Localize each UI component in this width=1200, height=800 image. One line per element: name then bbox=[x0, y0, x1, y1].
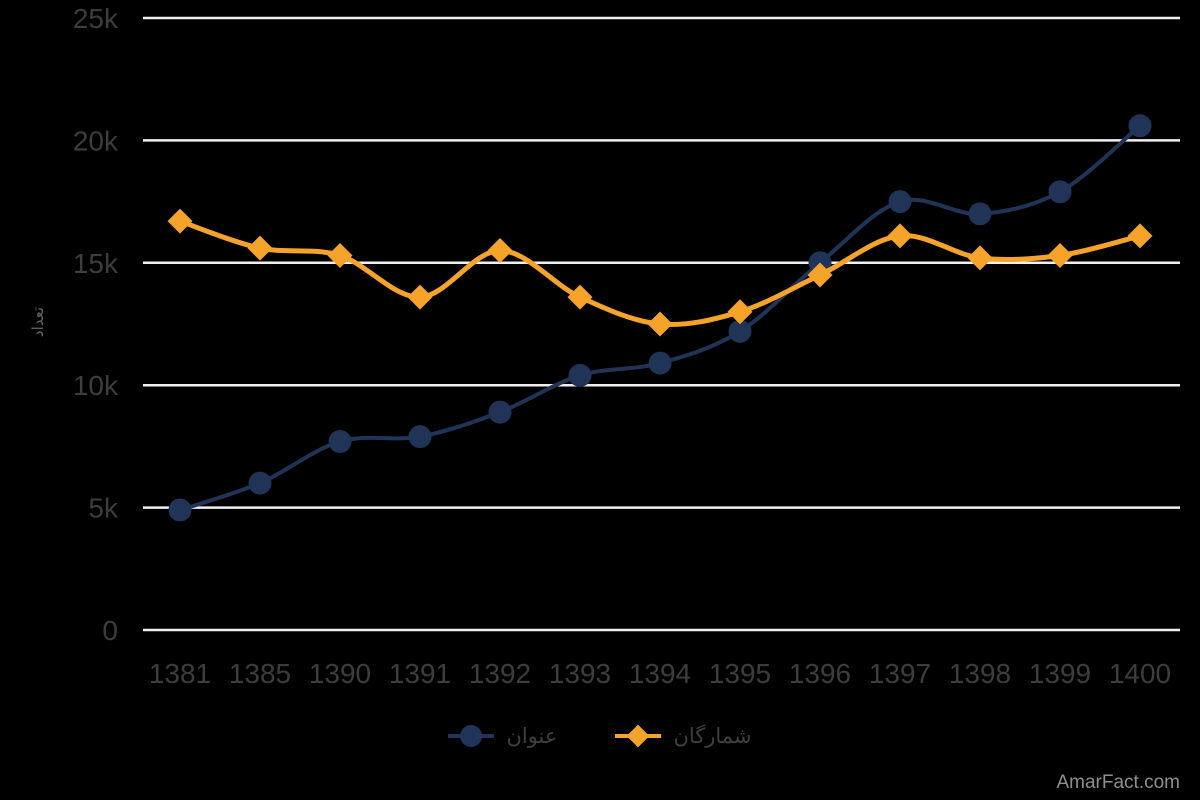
x-tick-label: 1393 bbox=[549, 658, 611, 689]
data-point-marker[interactable] bbox=[888, 190, 912, 214]
y-tick-label: 25k bbox=[73, 3, 119, 34]
x-tick-label: 1399 bbox=[1029, 658, 1091, 689]
data-point-marker[interactable] bbox=[168, 498, 192, 522]
x-tick-label: 1400 bbox=[1109, 658, 1171, 689]
data-point-marker[interactable] bbox=[647, 311, 673, 337]
series-line bbox=[177, 218, 1143, 327]
data-point-marker[interactable] bbox=[727, 299, 753, 325]
data-point-marker[interactable] bbox=[488, 400, 512, 424]
x-tick-label: 1396 bbox=[789, 658, 851, 689]
legend-label: شمارگان bbox=[673, 724, 752, 748]
x-tick-label: 1395 bbox=[709, 658, 771, 689]
data-point-marker[interactable] bbox=[407, 284, 433, 310]
data-point-marker[interactable] bbox=[247, 235, 273, 261]
legend: عنوان شمارگان bbox=[0, 724, 1200, 748]
data-point-marker[interactable] bbox=[248, 471, 272, 495]
x-tick-label: 1397 bbox=[869, 658, 931, 689]
data-point-marker[interactable] bbox=[967, 245, 993, 271]
y-tick-label: 0 bbox=[102, 615, 118, 646]
data-point-marker[interactable] bbox=[408, 425, 432, 449]
circle-marker-icon bbox=[460, 725, 483, 747]
y-tick-label: 20k bbox=[73, 125, 119, 156]
data-point-marker[interactable] bbox=[1127, 223, 1153, 249]
data-point-marker[interactable] bbox=[1048, 180, 1072, 204]
data-point-marker[interactable] bbox=[487, 238, 513, 264]
plot-area: 0 5k 10k 15k 20k 25k 1381 1385 1390 1391 1392 1393 1… bbox=[73, 3, 1180, 689]
y-tick-label: 10k bbox=[73, 370, 119, 401]
x-tick-label: 1392 bbox=[469, 658, 531, 689]
data-point-marker[interactable] bbox=[328, 430, 352, 454]
data-point-marker[interactable] bbox=[648, 351, 672, 375]
y-tick-label: 5k bbox=[88, 493, 119, 524]
x-tick-label: 1381 bbox=[149, 658, 211, 689]
x-tick-label: 1391 bbox=[389, 658, 451, 689]
data-point-marker[interactable] bbox=[1047, 242, 1073, 268]
data-point-marker[interactable] bbox=[568, 363, 592, 387]
data-point-marker[interactable] bbox=[327, 242, 353, 268]
data-point-marker[interactable] bbox=[567, 284, 593, 310]
legend-label: عنوان bbox=[506, 724, 558, 748]
data-point-marker[interactable] bbox=[887, 223, 913, 249]
legend-item-titles[interactable]: عنوان bbox=[448, 724, 557, 748]
y-axis-title: تعداد bbox=[29, 306, 47, 338]
data-point-marker[interactable] bbox=[968, 202, 992, 226]
x-tick-label: 1398 bbox=[949, 658, 1011, 689]
diamond-marker-icon bbox=[627, 724, 650, 748]
x-tick-label: 1385 bbox=[229, 658, 291, 689]
x-tick-label: 1390 bbox=[309, 658, 371, 689]
data-point-marker[interactable] bbox=[807, 262, 833, 288]
x-tick-label: 1394 bbox=[629, 658, 691, 689]
legend-marker-diamond bbox=[615, 724, 662, 748]
data-point-marker[interactable] bbox=[1128, 114, 1152, 138]
watermark: AmarFact.com bbox=[1056, 772, 1180, 793]
data-point-marker[interactable] bbox=[167, 208, 193, 234]
legend-marker-circle bbox=[448, 724, 495, 748]
data-point-marker[interactable] bbox=[728, 319, 752, 343]
legend-item-circulation[interactable]: شمارگان bbox=[615, 724, 752, 748]
y-tick-label: 15k bbox=[73, 248, 119, 279]
